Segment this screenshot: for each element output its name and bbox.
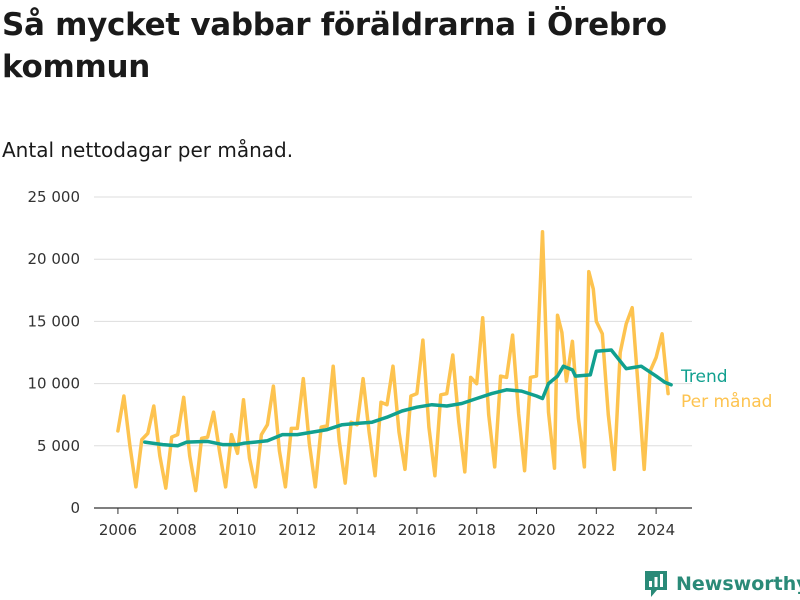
newsworthy-logo[interactable]: Newsworthy — [644, 570, 800, 598]
series-label-monthly: Per månad — [681, 391, 772, 412]
series-line-trend — [143, 348, 673, 448]
chart-subtitle: Antal nettodagar per månad. — [2, 138, 294, 162]
x-tick-label: 2024 — [637, 521, 675, 539]
y-tick-label: 15 000 — [28, 312, 81, 330]
y-tick-label: 0 — [70, 499, 80, 517]
x-tick-label: 2016 — [398, 521, 436, 539]
x-tick-label: 2006 — [99, 521, 137, 539]
x-tick-label: 2020 — [517, 521, 555, 539]
x-tick-label: 2014 — [338, 521, 376, 539]
series-line-monthly — [116, 230, 670, 493]
chart-title: Så mycket vabbar föräldrarna i Örebro ko… — [2, 7, 667, 85]
brand-name: Newsworthy — [676, 573, 800, 595]
series-label-trend: Trend — [680, 367, 728, 387]
y-tick-label: 5 000 — [37, 437, 80, 455]
axes: 0 5 000 10 000 15 000 20 000 25 000 2006 2008 20… — [28, 188, 692, 539]
x-tick-label: 2010 — [218, 521, 256, 539]
bar-chart-icon — [645, 571, 667, 597]
y-tick-label: 25 000 — [28, 188, 81, 206]
x-tick-label: 2022 — [577, 521, 615, 539]
gridlines — [94, 196, 692, 447]
series-lines — [116, 230, 673, 493]
y-tick-label: 20 000 — [28, 250, 81, 268]
x-tick-label: 2018 — [458, 521, 496, 539]
series-labels: Trend Per månad — [680, 367, 772, 412]
y-tick-label: 10 000 — [28, 375, 81, 393]
x-tick-label: 2012 — [278, 521, 316, 539]
x-tick-label: 2008 — [159, 521, 197, 539]
